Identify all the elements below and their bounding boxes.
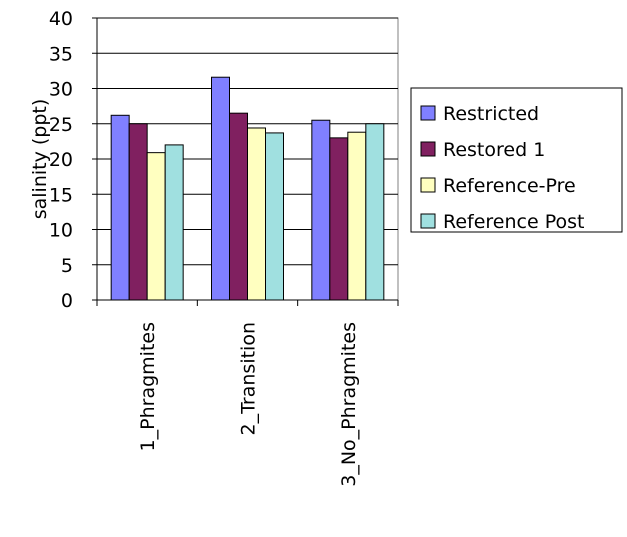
legend-label: Restricted xyxy=(443,103,539,125)
bar-restored-1-1 xyxy=(128,123,148,301)
bar-restricted-3 xyxy=(311,119,331,301)
y-tick-label: 10 xyxy=(49,220,73,242)
x-category-label: 3_No_Phragmites xyxy=(338,322,360,487)
x-category-label: 1_Phragmites xyxy=(137,322,159,451)
bar-reference-post-1 xyxy=(164,144,184,301)
bar-reference-post-2 xyxy=(265,132,284,301)
legend-label: Reference-Pre xyxy=(443,175,576,197)
y-tick-label: 0 xyxy=(61,290,73,312)
y-tick-label: 35 xyxy=(49,43,73,65)
y-tick-labels: 0 5 10 15 20 25 30 35 40 xyxy=(49,8,73,312)
y-tick-label: 40 xyxy=(49,8,73,30)
legend-swatch xyxy=(420,177,436,193)
y-axis-label: salinity (ppt) xyxy=(29,99,51,220)
bar-restored-1-2 xyxy=(229,112,248,301)
bars xyxy=(110,76,385,301)
legend-label: Reference Post xyxy=(443,211,584,233)
y-tick-label: 30 xyxy=(49,79,73,101)
bar-restricted-1 xyxy=(110,114,130,301)
bar-reference-pre-2 xyxy=(247,127,266,301)
bar-reference-post-3 xyxy=(365,123,385,301)
bar-restored-1-3 xyxy=(329,137,349,301)
legend-swatch xyxy=(420,141,436,157)
y-tick-label: 5 xyxy=(61,255,73,277)
legend-swatch xyxy=(420,213,436,229)
legend-box xyxy=(410,87,623,233)
y-tick-label: 15 xyxy=(49,184,73,206)
bar-reference-pre-1 xyxy=(146,152,166,301)
legend-swatch xyxy=(420,105,436,121)
y-tick-label: 25 xyxy=(49,114,73,136)
y-tick-label: 20 xyxy=(49,149,73,171)
bar-restricted-2 xyxy=(211,76,230,301)
bar-reference-pre-3 xyxy=(347,131,367,301)
legend: Restricted Restored 1 Reference-Pre Referen… xyxy=(410,87,623,233)
axes xyxy=(92,17,399,306)
x-category-label: 2_Transition xyxy=(238,322,260,435)
legend-label: Restored 1 xyxy=(443,139,545,161)
x-category-labels: 1_Phragmites 2_Transition 3_No_Phragmites xyxy=(137,322,360,487)
